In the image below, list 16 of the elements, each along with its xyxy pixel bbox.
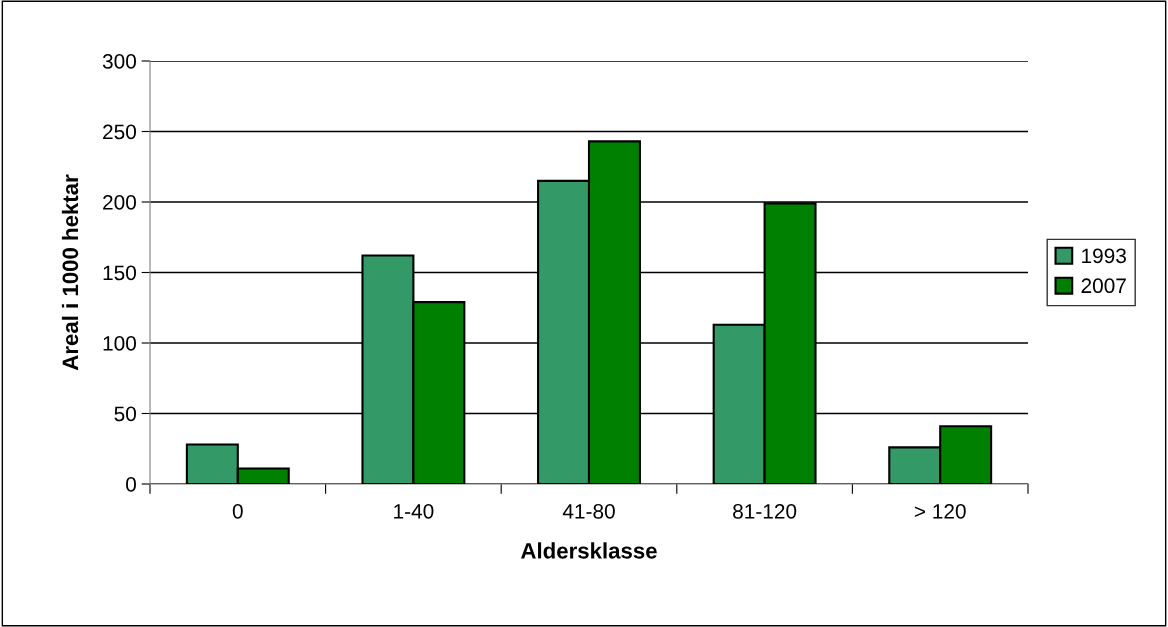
legend-label: 2007	[1081, 278, 1126, 294]
y-tick-label: 150	[103, 265, 136, 281]
y-tick-label: 300	[102, 54, 136, 69]
x-tick-label: 81-120	[733, 503, 797, 519]
x-tick-label: 0	[232, 503, 243, 519]
y-tick-label: 100	[103, 336, 136, 351]
y-tick-label: 50	[114, 406, 136, 422]
y-tick-label: 200	[103, 195, 136, 210]
x-tick-label: > 120	[914, 503, 966, 519]
y-axis-title: Areal i 1000 hektar	[61, 174, 79, 371]
x-tick-label: 41-80	[562, 503, 615, 519]
y-tick-label: 0	[126, 477, 136, 492]
legend-label: 1993	[1082, 248, 1126, 264]
y-tick-label: 250	[103, 124, 136, 140]
x-axis-title: Aldersklasse	[520, 542, 657, 559]
x-tick-label: 1-40	[394, 503, 434, 519]
